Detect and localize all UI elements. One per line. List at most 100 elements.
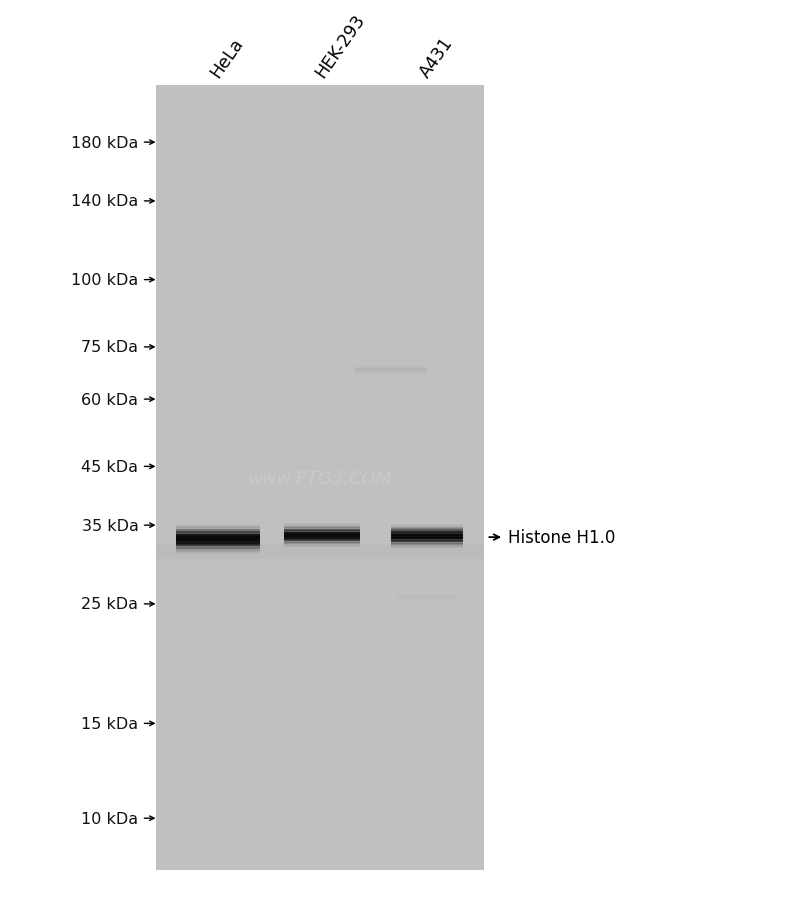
Bar — [285, 540, 360, 541]
Bar — [285, 526, 360, 527]
Bar — [285, 530, 360, 532]
Bar — [285, 546, 360, 547]
Bar — [285, 547, 360, 548]
Bar — [285, 536, 360, 537]
Bar — [176, 533, 259, 535]
Bar — [176, 536, 259, 537]
Bar — [285, 536, 360, 538]
Bar — [176, 529, 259, 531]
Text: 60 kDa: 60 kDa — [82, 392, 138, 407]
Bar — [176, 550, 259, 552]
Bar — [391, 535, 463, 537]
Bar — [391, 537, 463, 538]
Bar — [391, 543, 463, 544]
Bar — [176, 547, 259, 548]
Bar — [391, 532, 463, 533]
Bar — [285, 539, 360, 540]
Text: HEK-293: HEK-293 — [312, 11, 368, 81]
Bar — [391, 540, 463, 541]
Bar — [156, 86, 484, 870]
Bar — [176, 541, 259, 542]
Bar — [176, 549, 259, 550]
Bar — [285, 539, 360, 540]
Text: A431: A431 — [417, 34, 457, 81]
Bar — [391, 538, 463, 539]
Bar — [285, 535, 360, 536]
Bar — [391, 547, 463, 548]
Bar — [176, 543, 259, 544]
Bar — [176, 546, 259, 547]
Text: 180 kDa: 180 kDa — [71, 135, 138, 151]
Bar — [176, 542, 259, 543]
Bar — [391, 545, 463, 546]
Bar — [391, 542, 463, 543]
Bar — [391, 538, 463, 539]
Bar — [391, 544, 463, 545]
Bar — [391, 534, 463, 535]
Bar — [176, 528, 259, 529]
Bar — [285, 537, 360, 538]
Bar — [176, 545, 259, 546]
Bar — [285, 526, 360, 527]
Bar — [176, 535, 259, 536]
Text: 10 kDa: 10 kDa — [82, 811, 138, 826]
Bar — [285, 532, 360, 534]
Bar — [285, 529, 360, 530]
Bar — [391, 527, 463, 528]
Bar — [285, 524, 360, 525]
Bar — [285, 530, 360, 531]
Bar — [391, 546, 463, 547]
Bar — [391, 531, 463, 533]
Bar — [176, 532, 259, 534]
Bar — [176, 536, 259, 538]
Bar — [391, 526, 463, 527]
Bar — [176, 551, 259, 553]
Bar — [391, 531, 463, 532]
Bar — [285, 545, 360, 546]
Bar — [285, 525, 360, 526]
Bar — [285, 538, 360, 539]
Bar — [285, 529, 360, 530]
Bar — [391, 530, 463, 531]
Text: 75 kDa: 75 kDa — [82, 340, 138, 355]
Bar — [285, 542, 360, 543]
Bar — [391, 544, 463, 545]
Bar — [285, 527, 360, 528]
Bar — [391, 529, 463, 530]
Bar — [391, 541, 463, 542]
Bar — [176, 525, 259, 526]
Text: Histone H1.0: Histone H1.0 — [508, 529, 615, 547]
Text: 45 kDa: 45 kDa — [82, 459, 138, 474]
Text: 100 kDa: 100 kDa — [71, 272, 138, 288]
Bar — [285, 541, 360, 542]
Bar — [285, 532, 360, 533]
Bar — [285, 545, 360, 546]
Bar — [285, 541, 360, 542]
Bar — [176, 547, 259, 548]
Bar — [391, 527, 463, 528]
Bar — [176, 530, 259, 531]
Text: HeLa: HeLa — [207, 34, 247, 81]
Bar — [285, 524, 360, 525]
Bar — [176, 553, 259, 554]
Bar — [285, 543, 360, 544]
Bar — [285, 528, 360, 529]
Bar — [176, 543, 259, 545]
Bar — [176, 552, 259, 553]
Bar — [391, 537, 463, 538]
Bar — [285, 546, 360, 548]
Bar — [176, 540, 259, 542]
Bar — [285, 543, 360, 544]
Text: 25 kDa: 25 kDa — [82, 597, 138, 612]
Bar — [285, 533, 360, 534]
Bar — [176, 527, 259, 528]
Bar — [391, 536, 463, 537]
Bar — [176, 550, 259, 551]
Bar — [176, 529, 259, 530]
Bar — [391, 542, 463, 543]
Bar — [285, 527, 360, 529]
Bar — [391, 546, 463, 547]
Bar — [176, 532, 259, 533]
Bar — [176, 526, 259, 528]
Bar — [176, 548, 259, 549]
